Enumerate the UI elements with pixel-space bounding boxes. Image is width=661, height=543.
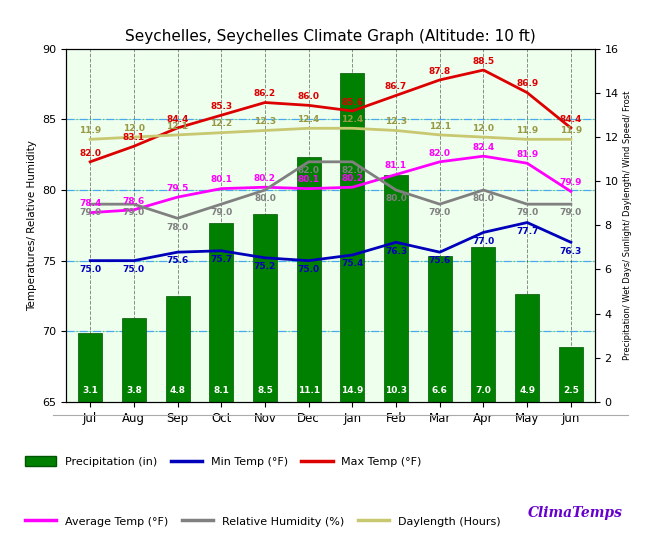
Text: 85.3: 85.3 bbox=[210, 102, 232, 111]
Text: 79.0: 79.0 bbox=[560, 209, 582, 217]
Text: 12.1: 12.1 bbox=[167, 122, 188, 131]
Text: ClimaTemps: ClimaTemps bbox=[527, 506, 623, 520]
Text: 82.0: 82.0 bbox=[79, 149, 101, 157]
Text: 80.0: 80.0 bbox=[473, 194, 494, 203]
Text: 80.0: 80.0 bbox=[254, 194, 276, 203]
Text: 78.6: 78.6 bbox=[123, 197, 145, 206]
Text: 79.5: 79.5 bbox=[167, 184, 189, 193]
Bar bbox=[253, 214, 277, 402]
Text: 11.1: 11.1 bbox=[297, 386, 320, 395]
Text: 12.2: 12.2 bbox=[210, 119, 232, 129]
Text: 76.3: 76.3 bbox=[385, 247, 407, 256]
Text: 3.1: 3.1 bbox=[82, 386, 98, 395]
Text: 78.4: 78.4 bbox=[79, 199, 101, 209]
Text: 12.3: 12.3 bbox=[254, 117, 276, 127]
Text: 75.7: 75.7 bbox=[210, 255, 233, 264]
Text: 80.1: 80.1 bbox=[297, 175, 320, 185]
Text: 78.0: 78.0 bbox=[167, 223, 188, 231]
Text: 12.4: 12.4 bbox=[341, 115, 364, 124]
Text: 80.2: 80.2 bbox=[254, 174, 276, 183]
Text: 82.0: 82.0 bbox=[429, 149, 451, 157]
Text: 77.0: 77.0 bbox=[473, 237, 494, 245]
Text: 75.4: 75.4 bbox=[341, 259, 364, 268]
Text: 11.9: 11.9 bbox=[79, 126, 101, 135]
Bar bbox=[471, 248, 496, 402]
Text: 82.0: 82.0 bbox=[297, 166, 320, 175]
Text: 86.0: 86.0 bbox=[297, 92, 320, 101]
Text: 2.5: 2.5 bbox=[563, 386, 579, 395]
Text: 11.9: 11.9 bbox=[560, 126, 582, 135]
Legend: Average Temp (°F), Relative Humidity (%), Daylength (Hours): Average Temp (°F), Relative Humidity (%)… bbox=[25, 516, 500, 527]
Text: 79.0: 79.0 bbox=[79, 209, 101, 217]
Text: 82.4: 82.4 bbox=[473, 143, 494, 152]
Y-axis label: Temperatures/ Relative Humidity: Temperatures/ Relative Humidity bbox=[26, 140, 37, 311]
Text: 12.3: 12.3 bbox=[385, 117, 407, 127]
Text: 75.6: 75.6 bbox=[428, 256, 451, 266]
Bar bbox=[122, 318, 146, 402]
Bar bbox=[515, 294, 539, 402]
Bar bbox=[78, 333, 102, 402]
Bar bbox=[559, 346, 583, 402]
Text: 84.4: 84.4 bbox=[167, 115, 189, 124]
Y-axis label: Precipitation/ Wet Days/ Sunlight/ Daylength/ Wind Speed/ Frost: Precipitation/ Wet Days/ Sunlight/ Dayle… bbox=[623, 91, 632, 360]
Text: 4.8: 4.8 bbox=[169, 386, 186, 395]
Text: 80.0: 80.0 bbox=[385, 194, 407, 203]
Text: 7.0: 7.0 bbox=[475, 386, 491, 395]
Text: 8.1: 8.1 bbox=[214, 386, 229, 395]
Text: 80.2: 80.2 bbox=[341, 174, 364, 183]
Text: 79.9: 79.9 bbox=[560, 178, 582, 187]
Text: 14.9: 14.9 bbox=[341, 386, 364, 395]
Text: 75.2: 75.2 bbox=[254, 262, 276, 271]
Text: 87.8: 87.8 bbox=[428, 67, 451, 75]
Text: 84.4: 84.4 bbox=[560, 115, 582, 124]
Bar bbox=[384, 175, 408, 402]
Text: 82.0: 82.0 bbox=[341, 166, 364, 175]
Text: 12.0: 12.0 bbox=[123, 124, 145, 133]
Text: 79.0: 79.0 bbox=[516, 209, 538, 217]
Text: 4.9: 4.9 bbox=[519, 386, 535, 395]
Text: 83.1: 83.1 bbox=[123, 133, 145, 142]
Text: 75.0: 75.0 bbox=[123, 265, 145, 274]
Bar bbox=[428, 256, 451, 402]
Bar bbox=[165, 296, 190, 402]
Text: 10.3: 10.3 bbox=[385, 386, 407, 395]
Text: 79.0: 79.0 bbox=[428, 209, 451, 217]
Text: 86.7: 86.7 bbox=[385, 82, 407, 91]
Title: Seychelles, Seychelles Climate Graph (Altitude: 10 ft): Seychelles, Seychelles Climate Graph (Al… bbox=[125, 29, 536, 43]
Legend: Precipitation (in), Min Temp (°F), Max Temp (°F): Precipitation (in), Min Temp (°F), Max T… bbox=[25, 457, 422, 467]
Text: 12.0: 12.0 bbox=[473, 124, 494, 133]
Bar bbox=[210, 223, 233, 402]
Text: 86.2: 86.2 bbox=[254, 89, 276, 98]
Text: 3.8: 3.8 bbox=[126, 386, 141, 395]
Text: 8.5: 8.5 bbox=[257, 386, 273, 395]
Text: 77.7: 77.7 bbox=[516, 227, 539, 236]
Text: 12.1: 12.1 bbox=[429, 122, 451, 131]
Text: 6.6: 6.6 bbox=[432, 386, 447, 395]
Text: 79.0: 79.0 bbox=[123, 209, 145, 217]
Text: 79.0: 79.0 bbox=[210, 209, 233, 217]
Text: 81.1: 81.1 bbox=[385, 161, 407, 171]
Text: 76.3: 76.3 bbox=[560, 247, 582, 256]
Text: 11.9: 11.9 bbox=[516, 126, 538, 135]
Text: 75.0: 75.0 bbox=[297, 265, 320, 274]
Text: 80.1: 80.1 bbox=[210, 175, 232, 185]
Text: 88.5: 88.5 bbox=[473, 57, 494, 66]
Text: 75.6: 75.6 bbox=[167, 256, 188, 266]
Text: 75.0: 75.0 bbox=[79, 265, 101, 274]
Text: 12.4: 12.4 bbox=[297, 115, 320, 124]
Text: 86.9: 86.9 bbox=[516, 79, 538, 89]
Bar bbox=[340, 73, 364, 402]
Text: 85.6: 85.6 bbox=[341, 98, 364, 107]
Text: 81.9: 81.9 bbox=[516, 150, 538, 159]
Bar bbox=[297, 157, 321, 402]
